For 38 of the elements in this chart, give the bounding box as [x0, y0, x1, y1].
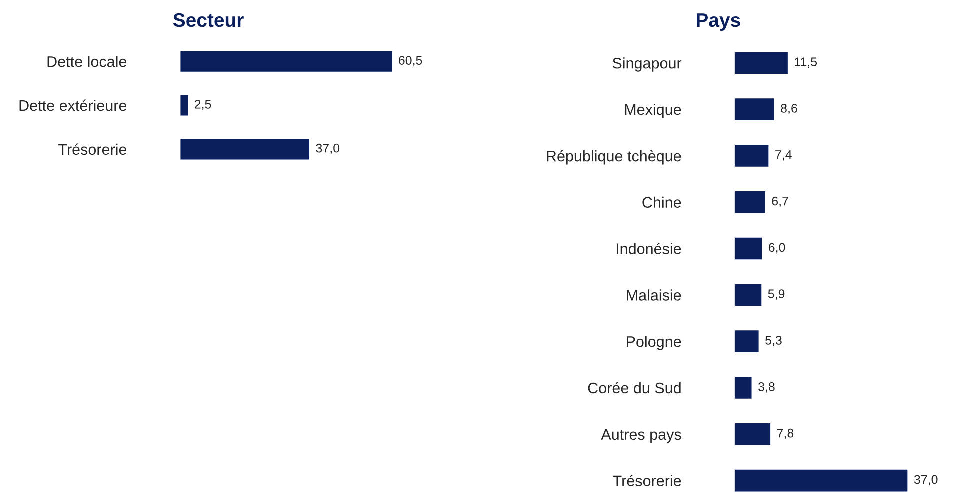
- y-tick-label: Malaisie: [627, 290, 682, 301]
- bar: [734, 282, 764, 308]
- data-label: 8,6: [781, 104, 798, 114]
- bar: [734, 50, 790, 76]
- y-tick-label: Indonésie: [616, 243, 682, 254]
- y-tick-label: République tchèque: [547, 150, 682, 165]
- data-label: 7,4: [776, 150, 792, 161]
- y-tick-label: Dette extérieure: [20, 100, 127, 112]
- data-label: 5,3: [766, 336, 782, 346]
- bar: [734, 422, 772, 447]
- data-label: 6,7: [772, 196, 788, 208]
- y-tick-label: Autres pays: [601, 429, 682, 444]
- bar: [734, 468, 910, 494]
- bar: [734, 144, 770, 168]
- data-label: 11,5: [795, 58, 818, 68]
- y-tick-label: Trésorerie: [58, 144, 127, 156]
- bar: [734, 329, 760, 354]
- data-label: 6,0: [768, 243, 786, 254]
- y-tick-label: Corée du Sud: [588, 382, 681, 394]
- y-tick-label: Singapour: [612, 58, 682, 72]
- data-label: 60,5: [399, 56, 422, 66]
- y-tick-label: Trésorerie: [613, 475, 682, 486]
- y-tick-label: Dette locale: [48, 56, 127, 68]
- y-tick-label: Mexique: [625, 104, 682, 118]
- data-label: 2,5: [194, 100, 212, 110]
- data-label: 37,0: [914, 475, 938, 486]
- data-label: 5,9: [768, 290, 785, 300]
- data-label: 7,8: [777, 428, 794, 440]
- bar: [734, 236, 764, 262]
- chart-title: Secteur: [173, 13, 244, 28]
- y-tick-label: Pologne: [627, 336, 682, 350]
- bar: [734, 376, 754, 400]
- data-label: 37,0: [316, 144, 340, 154]
- chart-title: Pays: [696, 14, 740, 31]
- bar: [734, 190, 767, 215]
- bar: [734, 97, 776, 122]
- data-label: 3,8: [758, 382, 775, 393]
- y-tick-label: Chine: [642, 196, 682, 208]
